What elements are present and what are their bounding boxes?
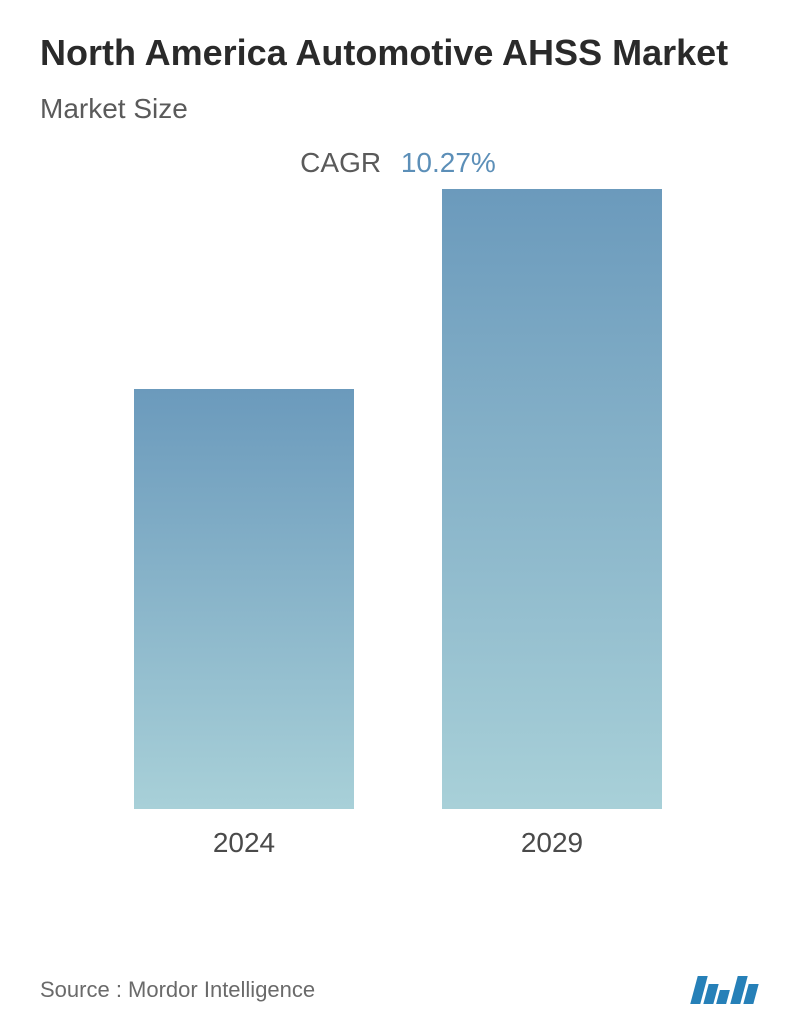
bar-label: 2029 bbox=[521, 827, 583, 859]
bar-2024 bbox=[134, 389, 354, 809]
source-text: Source : Mordor Intelligence bbox=[40, 977, 315, 1003]
footer: Source : Mordor Intelligence bbox=[40, 976, 756, 1004]
bar-label: 2024 bbox=[213, 827, 275, 859]
cagr-value: 10.27% bbox=[401, 147, 496, 178]
bar-chart: 2024 2029 bbox=[40, 239, 756, 859]
bar-2029 bbox=[442, 189, 662, 809]
chart-subtitle: Market Size bbox=[40, 93, 756, 125]
bar-group: 2024 bbox=[134, 389, 354, 859]
brand-logo-icon bbox=[694, 976, 756, 1004]
cagr-row: CAGR 10.27% bbox=[40, 147, 756, 179]
bar-group: 2029 bbox=[442, 189, 662, 859]
chart-title: North America Automotive AHSS Market bbox=[40, 30, 756, 77]
cagr-label: CAGR bbox=[300, 147, 381, 178]
